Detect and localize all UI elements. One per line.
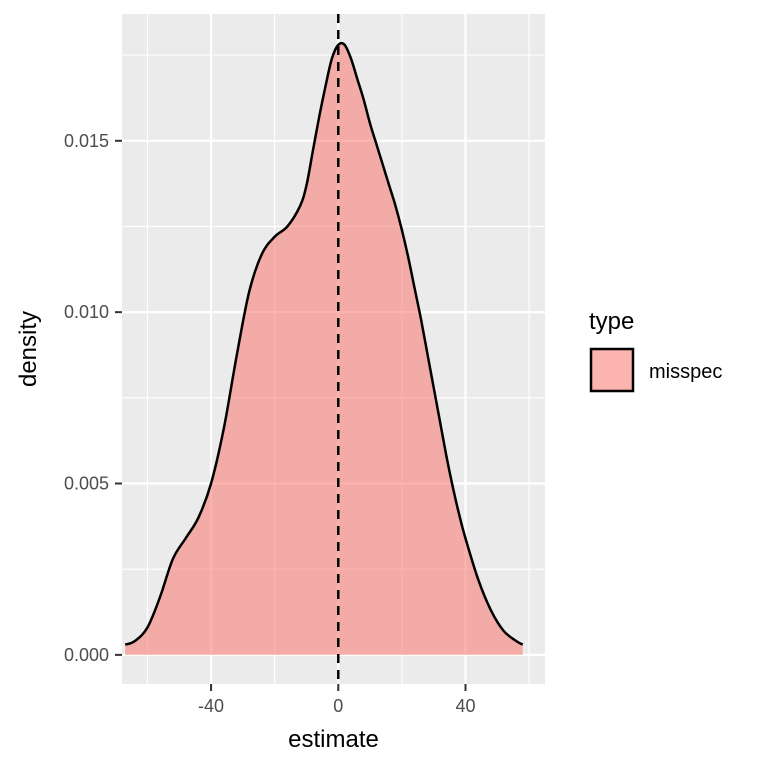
y-tick-label: 0.010	[64, 302, 109, 322]
x-tick-label: 0	[333, 696, 343, 716]
legend-key-misspec	[589, 347, 635, 393]
density-line-misspec	[124, 41, 524, 646]
density-area-misspec	[125, 43, 523, 655]
y-tick-label: 0.005	[64, 474, 109, 494]
y-tick-label: 0.015	[64, 131, 109, 151]
x-tick-label: 40	[455, 696, 475, 716]
series-layer	[124, 41, 524, 655]
legend-title: type	[589, 308, 634, 335]
x-axis: -40 0 40	[198, 684, 476, 716]
x-tick-label: -40	[198, 696, 224, 716]
y-tick-label: 0.000	[64, 645, 109, 665]
y-axis: 0.000 0.005 0.010 0.015	[64, 131, 122, 665]
legend-label-misspec: misspec	[649, 361, 722, 383]
legend: type misspec	[589, 308, 722, 393]
y-axis-title: density	[15, 311, 42, 387]
x-axis-title: estimate	[288, 726, 379, 753]
